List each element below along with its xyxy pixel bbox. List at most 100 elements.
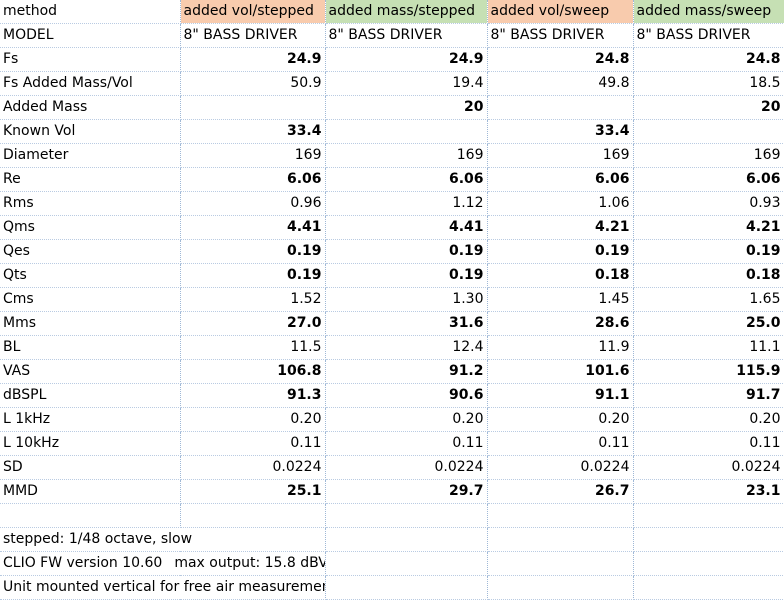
table-cell[interactable]: 1.45 [487,287,634,312]
row-label[interactable]: Rms [0,191,181,216]
table-cell[interactable]: 106.8 [180,359,326,384]
table-cell[interactable]: 4.21 [633,215,784,240]
table-cell[interactable]: 29.7 [325,479,488,504]
table-cell[interactable]: 0.19 [633,239,784,264]
table-cell[interactable]: 11.9 [487,335,634,360]
header-added-mass-stepped[interactable]: added mass/stepped [325,0,488,24]
table-cell[interactable]: 115.9 [633,359,784,384]
table-cell[interactable]: 24.8 [487,47,634,72]
table-cell[interactable] [325,119,488,144]
table-cell[interactable]: 1.52 [180,287,326,312]
row-label[interactable]: Fs Added Mass/Vol [0,71,181,96]
table-cell[interactable]: 6.06 [325,167,488,192]
table-cell[interactable]: 1.12 [325,191,488,216]
table-cell[interactable]: 20 [325,95,488,120]
table-cell[interactable]: 169 [633,143,784,168]
row-label[interactable]: Qms [0,215,181,240]
table-cell[interactable]: 8" BASS DRIVER [487,23,634,48]
table-cell[interactable]: 6.06 [633,167,784,192]
row-label[interactable]: Fs [0,47,181,72]
empty-cell[interactable] [0,503,181,528]
table-cell[interactable]: 24.9 [180,47,326,72]
row-label[interactable]: SD [0,455,181,480]
table-cell[interactable]: 27.0 [180,311,326,336]
header-added-vol-stepped[interactable]: added vol/stepped [180,0,326,24]
table-cell[interactable]: 0.20 [325,407,488,432]
table-cell[interactable]: 169 [180,143,326,168]
row-label[interactable]: Cms [0,287,181,312]
empty-cell[interactable] [487,551,634,576]
table-cell[interactable]: 0.11 [325,431,488,456]
table-cell[interactable]: 33.4 [487,119,634,144]
table-cell[interactable]: 0.11 [487,431,634,456]
table-cell[interactable]: 0.20 [487,407,634,432]
row-label[interactable]: Qts [0,263,181,288]
empty-cell[interactable] [325,575,488,600]
table-cell[interactable]: 90.6 [325,383,488,408]
table-cell[interactable]: 49.8 [487,71,634,96]
empty-cell[interactable] [180,503,326,528]
table-cell[interactable]: 0.11 [180,431,326,456]
table-cell[interactable]: 28.6 [487,311,634,336]
table-cell[interactable]: 25.0 [633,311,784,336]
header-added-vol-sweep[interactable]: added vol/sweep [487,0,634,24]
table-cell[interactable]: 0.93 [633,191,784,216]
row-label[interactable]: Known Vol [0,119,181,144]
table-cell[interactable]: 1.65 [633,287,784,312]
empty-cell[interactable] [633,527,784,552]
table-cell[interactable] [180,95,326,120]
table-cell[interactable]: 31.6 [325,311,488,336]
table-cell[interactable]: 1.30 [325,287,488,312]
empty-cell[interactable] [325,551,488,576]
note-mounting-cell[interactable]: Unit mounted vertical for free air measu… [0,575,326,600]
table-cell[interactable]: 8" BASS DRIVER [325,23,488,48]
row-label[interactable]: BL [0,335,181,360]
table-cell[interactable]: 0.19 [487,239,634,264]
table-cell[interactable]: 18.5 [633,71,784,96]
table-cell[interactable]: 0.19 [325,263,488,288]
table-cell[interactable]: 11.5 [180,335,326,360]
empty-cell[interactable] [487,527,634,552]
table-cell[interactable]: 19.4 [325,71,488,96]
table-cell[interactable]: 26.7 [487,479,634,504]
table-cell[interactable]: 23.1 [633,479,784,504]
row-label[interactable]: L 10kHz [0,431,181,456]
table-cell[interactable] [487,95,634,120]
table-cell[interactable]: 169 [325,143,488,168]
row-label[interactable]: Qes [0,239,181,264]
row-label[interactable]: VAS [0,359,181,384]
empty-cell[interactable] [633,575,784,600]
table-cell[interactable]: 0.19 [180,263,326,288]
table-cell[interactable]: 0.0224 [180,455,326,480]
empty-cell[interactable] [633,551,784,576]
row-label[interactable]: Diameter [0,143,181,168]
table-cell[interactable]: 6.06 [180,167,326,192]
table-cell[interactable]: 0.0224 [633,455,784,480]
table-cell[interactable]: 0.18 [633,263,784,288]
table-cell[interactable]: 4.41 [325,215,488,240]
table-cell[interactable]: 169 [487,143,634,168]
row-label[interactable]: Re [0,167,181,192]
row-label[interactable]: MODEL [0,23,181,48]
table-cell[interactable]: 50.9 [180,71,326,96]
table-cell[interactable]: 33.4 [180,119,326,144]
table-cell[interactable]: 0.20 [633,407,784,432]
table-cell[interactable]: 101.6 [487,359,634,384]
table-cell[interactable]: 11.1 [633,335,784,360]
table-cell[interactable]: 1.06 [487,191,634,216]
table-cell[interactable]: 0.18 [487,263,634,288]
table-cell[interactable]: 0.19 [325,239,488,264]
note-stepped-cell[interactable]: stepped: 1/48 octave, slow [0,527,326,552]
table-cell[interactable]: 0.20 [180,407,326,432]
empty-cell[interactable] [633,503,784,528]
table-cell[interactable]: 25.1 [180,479,326,504]
empty-cell[interactable] [325,527,488,552]
table-cell[interactable]: 24.8 [633,47,784,72]
table-cell[interactable]: 0.96 [180,191,326,216]
table-cell[interactable]: 6.06 [487,167,634,192]
row-label[interactable]: Added Mass [0,95,181,120]
empty-cell[interactable] [487,575,634,600]
table-cell[interactable]: 91.3 [180,383,326,408]
table-cell[interactable]: 91.1 [487,383,634,408]
table-cell[interactable]: 91.2 [325,359,488,384]
